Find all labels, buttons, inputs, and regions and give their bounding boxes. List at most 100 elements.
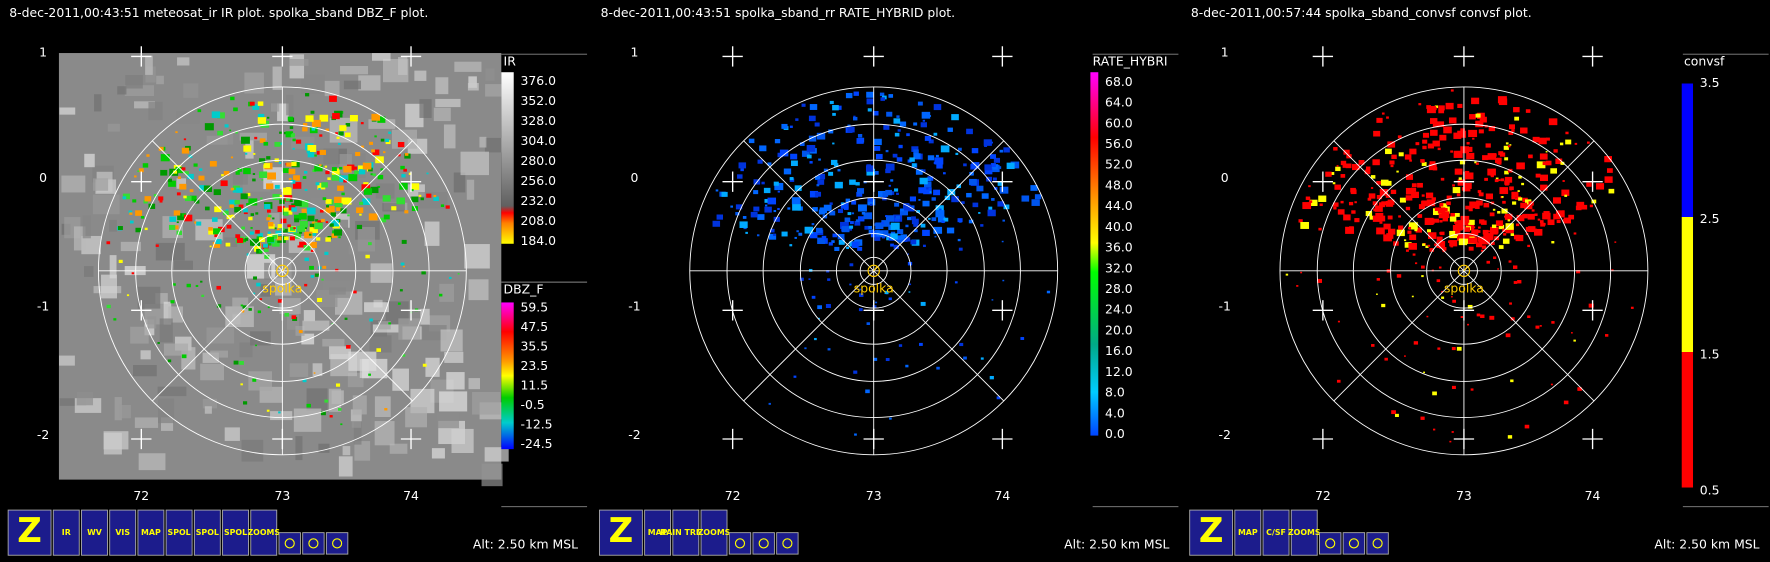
toolbar-button[interactable]: ZOOMS xyxy=(247,509,280,556)
radar-echo xyxy=(815,175,821,180)
radar-echo xyxy=(1432,391,1437,396)
radar-echo xyxy=(283,228,288,233)
toolbar-button[interactable]: MAP xyxy=(644,509,672,556)
radar-echo xyxy=(302,127,308,132)
radar-echo xyxy=(345,123,351,127)
radar-echo xyxy=(1468,219,1475,225)
colorbar-label: 0.5 xyxy=(1700,482,1720,497)
radar-echo xyxy=(248,198,258,206)
radar-echo xyxy=(286,162,292,167)
button-label: C/SF xyxy=(1266,528,1286,537)
lon-label: 74 xyxy=(994,488,1010,503)
toolbar-button[interactable]: Z xyxy=(599,509,643,556)
radar-echo xyxy=(913,223,919,227)
radar-echo xyxy=(1336,379,1341,383)
cloud-pixel xyxy=(435,77,449,95)
colorbar-label: 52.0 xyxy=(1105,157,1133,172)
radar-echo xyxy=(1514,116,1520,121)
toolbar-button[interactable]: ZOOMS xyxy=(1288,509,1321,556)
toolbar-button[interactable]: Z xyxy=(1189,509,1234,556)
radar-echo xyxy=(879,230,889,238)
toolbar-small-button[interactable] xyxy=(325,532,349,555)
radar-echo xyxy=(1396,274,1402,278)
radar-echo xyxy=(861,212,866,215)
radar-echo xyxy=(457,273,460,275)
radar-echo xyxy=(1296,285,1299,287)
toolbar-button[interactable]: RAIN TRMM xyxy=(660,509,712,556)
cloud-pixel xyxy=(439,391,468,412)
radar-echo xyxy=(1504,180,1510,185)
toolbar-button[interactable]: SPOL xyxy=(193,509,221,556)
radar-echo xyxy=(789,177,794,181)
radar-echo xyxy=(978,212,981,214)
toolbar-button[interactable]: C/SF xyxy=(1262,509,1290,556)
radar-echo xyxy=(1429,161,1436,166)
radar-echo xyxy=(1518,197,1523,201)
toolbar-small-button[interactable] xyxy=(278,532,301,555)
toolbar-button[interactable]: Z xyxy=(7,509,52,556)
radar-echo xyxy=(1504,170,1509,175)
toolbar-small-button[interactable] xyxy=(1366,532,1389,555)
toolbar-button[interactable]: ZOOMS xyxy=(698,509,731,556)
lat-label: -1 xyxy=(1218,298,1230,313)
radar-echo xyxy=(957,238,961,242)
radar-echo xyxy=(329,95,337,102)
toolbar-small-button[interactable] xyxy=(1342,532,1366,555)
radar-echo xyxy=(846,246,850,250)
cloud-pixel xyxy=(73,226,86,251)
radar-echo xyxy=(1605,334,1609,337)
radar-echo xyxy=(1432,140,1440,147)
toolbar-button[interactable]: MAP xyxy=(1234,509,1262,556)
toolbar-button[interactable]: IR xyxy=(52,509,80,556)
radar-echo xyxy=(278,411,281,414)
radar-echo xyxy=(1574,142,1578,145)
radar-echo xyxy=(263,141,269,146)
radar-echo xyxy=(926,177,931,182)
radar-echo xyxy=(738,162,747,169)
radar-echo xyxy=(1318,227,1322,231)
radar-echo xyxy=(814,337,817,341)
radar-echo xyxy=(1442,217,1449,222)
radar-echo xyxy=(1474,161,1477,164)
toolbar-button[interactable]: WV xyxy=(81,509,108,556)
radar-echo xyxy=(259,158,266,164)
radar-echo xyxy=(310,110,315,114)
radar-echo xyxy=(1507,219,1511,222)
radar-echo xyxy=(341,192,345,196)
radar-echo xyxy=(851,200,857,205)
toolbar-small-button[interactable] xyxy=(776,532,799,555)
radar-echo xyxy=(958,247,963,251)
radar-echo xyxy=(1418,103,1422,106)
button-label: Z xyxy=(17,511,42,550)
radar-echo xyxy=(1546,137,1550,141)
radar-echo xyxy=(742,216,747,219)
radar-echo xyxy=(997,181,1003,186)
radar-echo xyxy=(223,171,230,176)
cloud-pixel xyxy=(453,172,466,193)
radar-echo xyxy=(1350,187,1356,193)
toolbar-button[interactable]: SPOL xyxy=(222,509,249,556)
radar-echo xyxy=(170,300,175,304)
radar-echo xyxy=(217,130,223,136)
radar-echo xyxy=(1387,141,1396,148)
toolbar-button[interactable]: SPOL xyxy=(165,509,193,556)
cloud-pixel xyxy=(479,136,487,148)
toolbar-button[interactable]: MAP xyxy=(137,509,165,556)
radar-echo xyxy=(1002,219,1005,222)
toolbar-small-button[interactable] xyxy=(752,532,775,555)
radar-echo xyxy=(963,163,967,167)
toolbar-small-button[interactable] xyxy=(302,532,325,555)
lon-label: 72 xyxy=(725,488,741,503)
radar-echo xyxy=(325,237,331,242)
radar-echo xyxy=(1457,103,1463,108)
radar-echo xyxy=(397,302,401,305)
toolbar-small-button[interactable] xyxy=(1319,532,1342,555)
radar-echo xyxy=(858,293,864,297)
toolbar-small-button[interactable] xyxy=(728,532,752,555)
radar-echo xyxy=(1302,202,1312,210)
radar-echo xyxy=(1374,205,1383,212)
radar-echo xyxy=(818,173,826,180)
radar-echo xyxy=(317,297,323,303)
toolbar-button[interactable]: VIS xyxy=(109,509,137,556)
radar-echo xyxy=(1576,201,1585,209)
